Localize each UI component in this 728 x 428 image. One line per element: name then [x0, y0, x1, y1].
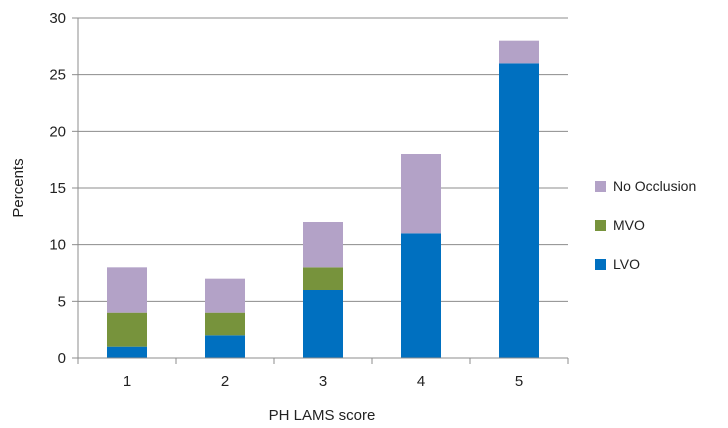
y-tick-label: 15: [49, 180, 66, 197]
bars: [107, 40, 539, 358]
y-tick-label: 30: [49, 10, 66, 27]
bar-lvo-1: [107, 346, 147, 358]
legend-label: LVO: [613, 256, 640, 272]
x-tick-label: 2: [221, 373, 229, 390]
axes: [72, 17, 569, 364]
x-tick-labels: 1 2 3 4 5: [123, 373, 523, 390]
bar-no-occlusion-4: [401, 154, 441, 234]
bar-no-occlusion-1: [107, 267, 147, 313]
bar-lvo-5: [499, 63, 539, 358]
y-axis-title: Percents: [10, 158, 27, 217]
y-tick-label: 20: [49, 123, 66, 140]
bar-mvo-1: [107, 312, 147, 347]
y-tick-label: 5: [58, 293, 66, 310]
gridlines: [78, 17, 568, 302]
bar-lvo-3: [303, 290, 343, 358]
y-tick-label: 0: [58, 350, 66, 367]
bar-lvo-2: [205, 335, 245, 358]
bar-no-occlusion-3: [303, 222, 343, 268]
x-tick-label: 3: [319, 373, 327, 390]
legend-swatch-lvo: [595, 259, 606, 270]
bar-mvo-3: [303, 267, 343, 290]
legend-swatch-mvo: [595, 220, 606, 231]
bar-lvo-4: [401, 233, 441, 358]
legend-label: No Occlusion: [613, 178, 696, 194]
legend-swatch-no-occlusion: [595, 181, 606, 192]
x-tick-label: 4: [417, 373, 425, 390]
x-tick-label: 5: [515, 373, 523, 390]
legend-label: MVO: [613, 217, 645, 233]
y-tick-label: 25: [49, 67, 66, 84]
bar-no-occlusion-5: [499, 40, 539, 64]
x-axis-title: PH LAMS score: [269, 407, 376, 424]
bar-mvo-2: [205, 312, 245, 336]
y-tick-label: 10: [49, 237, 66, 254]
x-tick-label: 1: [123, 373, 131, 390]
legend: No Occlusion MVO LVO: [595, 178, 696, 272]
bar-no-occlusion-2: [205, 278, 245, 313]
y-tick-labels: 0 5 10 15 20 25 30: [49, 10, 66, 367]
